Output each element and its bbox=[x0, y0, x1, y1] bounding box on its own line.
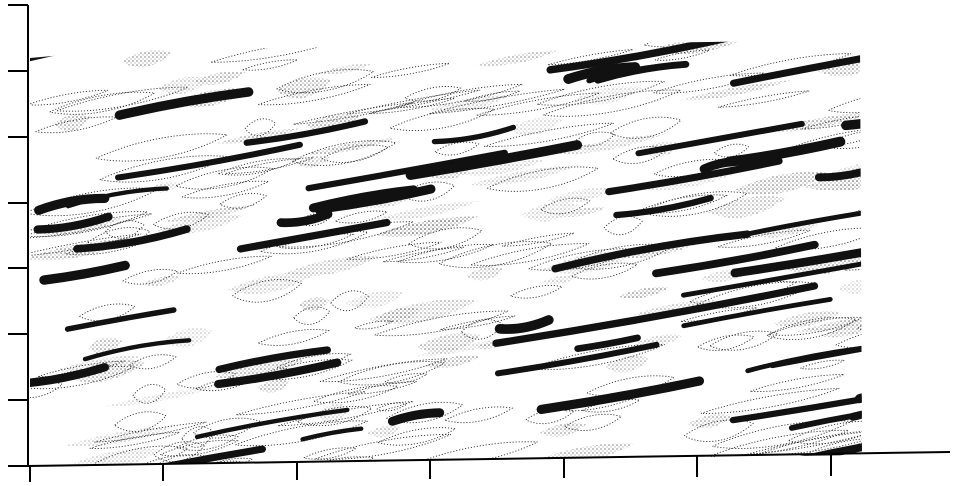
contour bbox=[177, 256, 271, 273]
streak bbox=[119, 92, 248, 115]
contour bbox=[710, 331, 778, 350]
streak bbox=[68, 310, 174, 329]
stipple-patch bbox=[302, 138, 397, 155]
stipple-patch bbox=[297, 156, 331, 168]
x-axis bbox=[28, 452, 950, 466]
contour bbox=[405, 86, 461, 101]
contour bbox=[439, 242, 552, 268]
contour bbox=[750, 374, 844, 391]
stipple-patch bbox=[618, 287, 670, 298]
stipple-patch bbox=[121, 50, 172, 67]
contour bbox=[838, 462, 964, 486]
stipple-patch bbox=[64, 426, 174, 446]
streak bbox=[392, 413, 439, 422]
streak bbox=[500, 320, 549, 329]
contour bbox=[27, 90, 107, 105]
streak bbox=[44, 265, 125, 280]
streak bbox=[17, 27, 204, 61]
contour bbox=[878, 316, 934, 332]
stipple-patch bbox=[542, 275, 580, 285]
stipple-patch bbox=[319, 63, 373, 73]
stipple-patch bbox=[825, 467, 858, 483]
stipple-patch bbox=[547, 188, 615, 203]
stipple-patch bbox=[284, 256, 378, 276]
stipple-patch bbox=[345, 291, 404, 309]
stipple-patch bbox=[142, 276, 181, 286]
contour bbox=[736, 467, 791, 478]
contour bbox=[829, 92, 924, 112]
stipple-patch bbox=[862, 173, 930, 186]
streak bbox=[303, 429, 362, 440]
streak bbox=[281, 214, 328, 223]
stipple-patch bbox=[75, 31, 126, 48]
contour bbox=[243, 60, 298, 70]
contour bbox=[502, 233, 574, 246]
streak bbox=[434, 127, 513, 141]
contour bbox=[316, 434, 451, 459]
contour bbox=[756, 455, 835, 475]
stipple-patch bbox=[67, 449, 162, 471]
streak bbox=[853, 382, 964, 417]
stipple-patch bbox=[605, 356, 649, 373]
contour bbox=[413, 442, 537, 466]
stipple-patch bbox=[540, 423, 586, 437]
streak bbox=[846, 104, 964, 125]
contour bbox=[853, 201, 916, 215]
stipple-patch bbox=[839, 279, 880, 294]
contour bbox=[876, 187, 918, 204]
contour bbox=[861, 125, 902, 136]
contour bbox=[435, 142, 479, 155]
contour bbox=[712, 421, 851, 449]
contour bbox=[848, 424, 964, 451]
contour bbox=[622, 463, 744, 485]
contour bbox=[728, 458, 862, 482]
stipple-patch bbox=[54, 114, 91, 131]
contour bbox=[182, 181, 269, 198]
stipple-patch bbox=[572, 86, 642, 105]
stipple-patch bbox=[857, 164, 915, 181]
streak bbox=[859, 384, 940, 399]
contour bbox=[587, 457, 715, 480]
stipple-patch bbox=[477, 51, 558, 66]
contour bbox=[604, 216, 642, 234]
stipple-patch bbox=[532, 443, 635, 464]
contour bbox=[864, 117, 964, 137]
stipple-patch bbox=[276, 77, 333, 98]
contour bbox=[258, 329, 328, 345]
contour bbox=[96, 134, 227, 161]
contour bbox=[663, 30, 720, 41]
contour bbox=[698, 335, 754, 350]
contour bbox=[858, 319, 897, 333]
contour bbox=[160, 472, 219, 483]
streak bbox=[39, 198, 105, 210]
contour bbox=[385, 374, 427, 384]
streak bbox=[792, 409, 899, 428]
streak bbox=[578, 338, 638, 349]
contour bbox=[511, 285, 563, 298]
streak bbox=[118, 145, 300, 178]
stipple-patch bbox=[193, 71, 245, 84]
streak bbox=[496, 286, 814, 343]
streak bbox=[541, 381, 699, 409]
contour bbox=[352, 29, 435, 44]
contour bbox=[545, 459, 614, 472]
contour bbox=[211, 38, 347, 63]
stipple-patch bbox=[466, 267, 504, 281]
stipple-patch bbox=[867, 209, 925, 224]
stipple-patch bbox=[859, 182, 937, 196]
contour bbox=[383, 247, 464, 262]
streak bbox=[241, 223, 387, 249]
stipple-patch bbox=[163, 328, 213, 348]
stipple-patch bbox=[688, 414, 732, 428]
texture bbox=[10, 19, 964, 486]
streak bbox=[775, 433, 960, 466]
contour bbox=[371, 63, 449, 77]
contour bbox=[390, 108, 494, 130]
stipple-patch bbox=[298, 297, 329, 311]
